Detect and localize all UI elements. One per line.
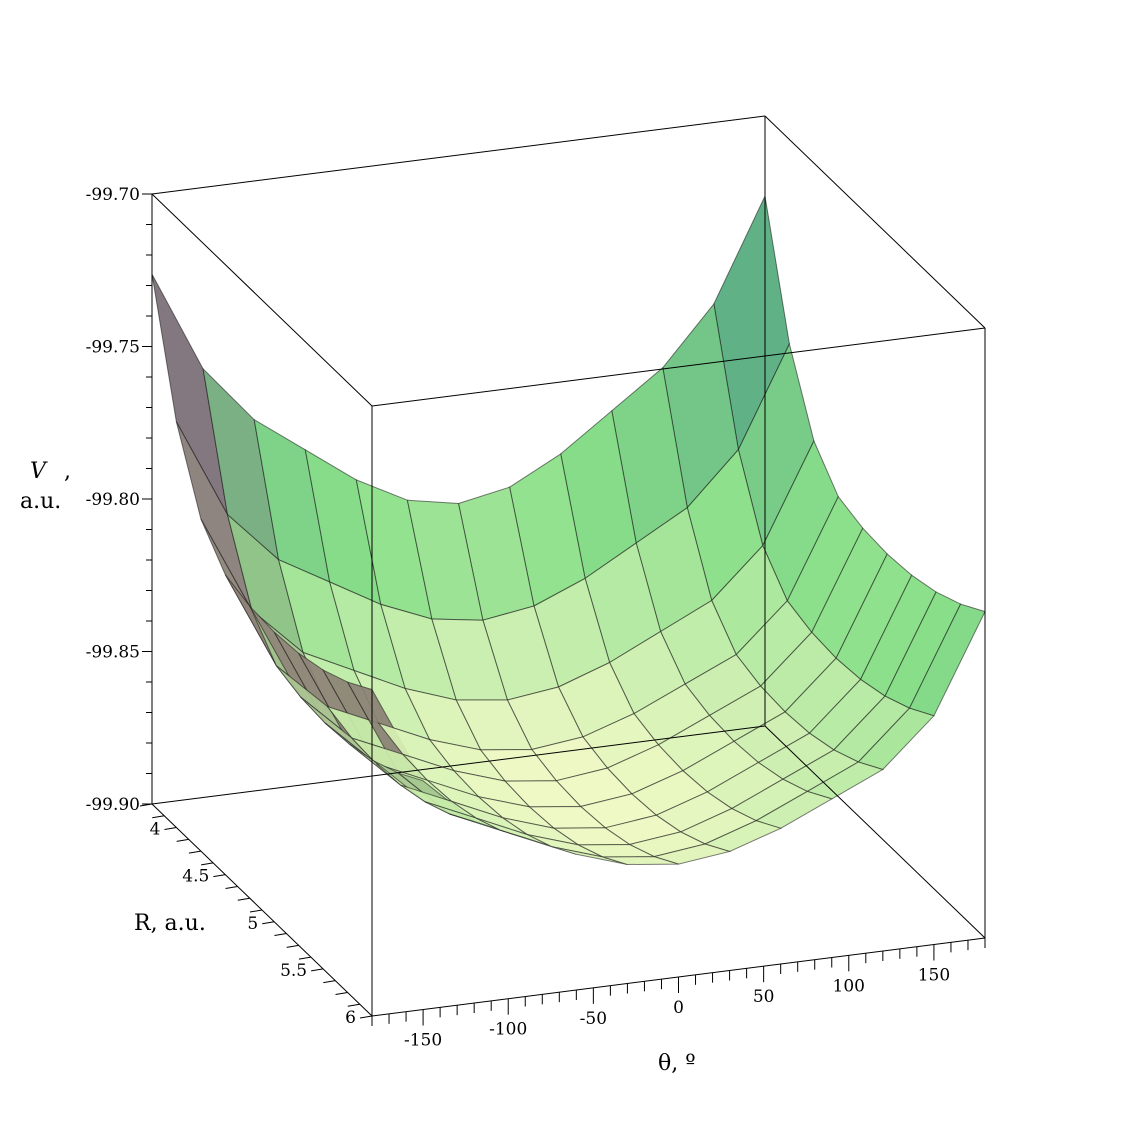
r-tick: [176, 838, 189, 842]
z-tick-label: -99.80: [86, 490, 140, 510]
z-tick-label: -99.85: [86, 643, 140, 663]
box-edge-bc: [764, 725, 986, 939]
r-tick-label: 4.5: [182, 867, 209, 887]
z-axis-title-sep: ,: [64, 459, 71, 484]
r-tick-label: 5.5: [280, 961, 307, 981]
theta-axis-title: θ, º: [658, 1051, 696, 1076]
theta-tick-label: 150: [918, 966, 950, 986]
r-tick: [237, 897, 250, 901]
r-axis-title: R, a.u.: [134, 911, 206, 936]
r-tick: [359, 1015, 373, 1019]
box-edge-BCc: [764, 115, 986, 329]
theta-tick-label: -50: [580, 1009, 607, 1029]
r-tick: [323, 980, 336, 984]
box-edge-ab: [151, 725, 766, 805]
axis-ticks: -99.70 -99.75 -99.80 -99.85 -99.90 4 4.5 5 5.5 6 -…: [86, 185, 986, 1051]
r-tick: [164, 827, 177, 831]
theta-tick-label: 0: [673, 998, 684, 1018]
z-tick-label: -99.70: [86, 185, 140, 205]
r-tick: [213, 874, 226, 878]
r-tick: [274, 933, 287, 937]
box-edge-AB: [151, 115, 766, 195]
r-tick: [262, 921, 275, 925]
r-tick: [249, 909, 263, 913]
r-tick: [335, 991, 348, 995]
theta-tick-label: -100: [489, 1020, 527, 1040]
r-tick: [152, 815, 165, 819]
r-tick: [286, 944, 299, 948]
r-tick: [298, 956, 311, 960]
r-tick-label: 6: [345, 1008, 356, 1028]
theta-tick-label: -150: [404, 1031, 442, 1051]
theta-tick-label: 50: [753, 987, 775, 1007]
surface-mesh: [151, 194, 986, 866]
r-tick-label: 4: [150, 820, 161, 840]
r-tick: [347, 1003, 360, 1007]
r-tick: [139, 803, 153, 807]
box-edge-DA: [151, 193, 373, 407]
box-edge-CcD: [371, 327, 986, 407]
z-axis-title-unit: a.u.: [20, 489, 61, 514]
r-tick: [188, 850, 201, 854]
r-tick: [201, 862, 214, 866]
z-axis-title-symbol: V: [30, 459, 48, 484]
r-tick: [225, 885, 238, 889]
z-tick-label: -99.90: [86, 795, 140, 815]
theta-tick-label: 100: [833, 976, 865, 996]
r-tick-label: 5: [247, 914, 258, 934]
r-tick: [311, 968, 324, 972]
surface-cell-5-8: [602, 856, 679, 866]
z-tick-label: -99.75: [86, 338, 140, 358]
